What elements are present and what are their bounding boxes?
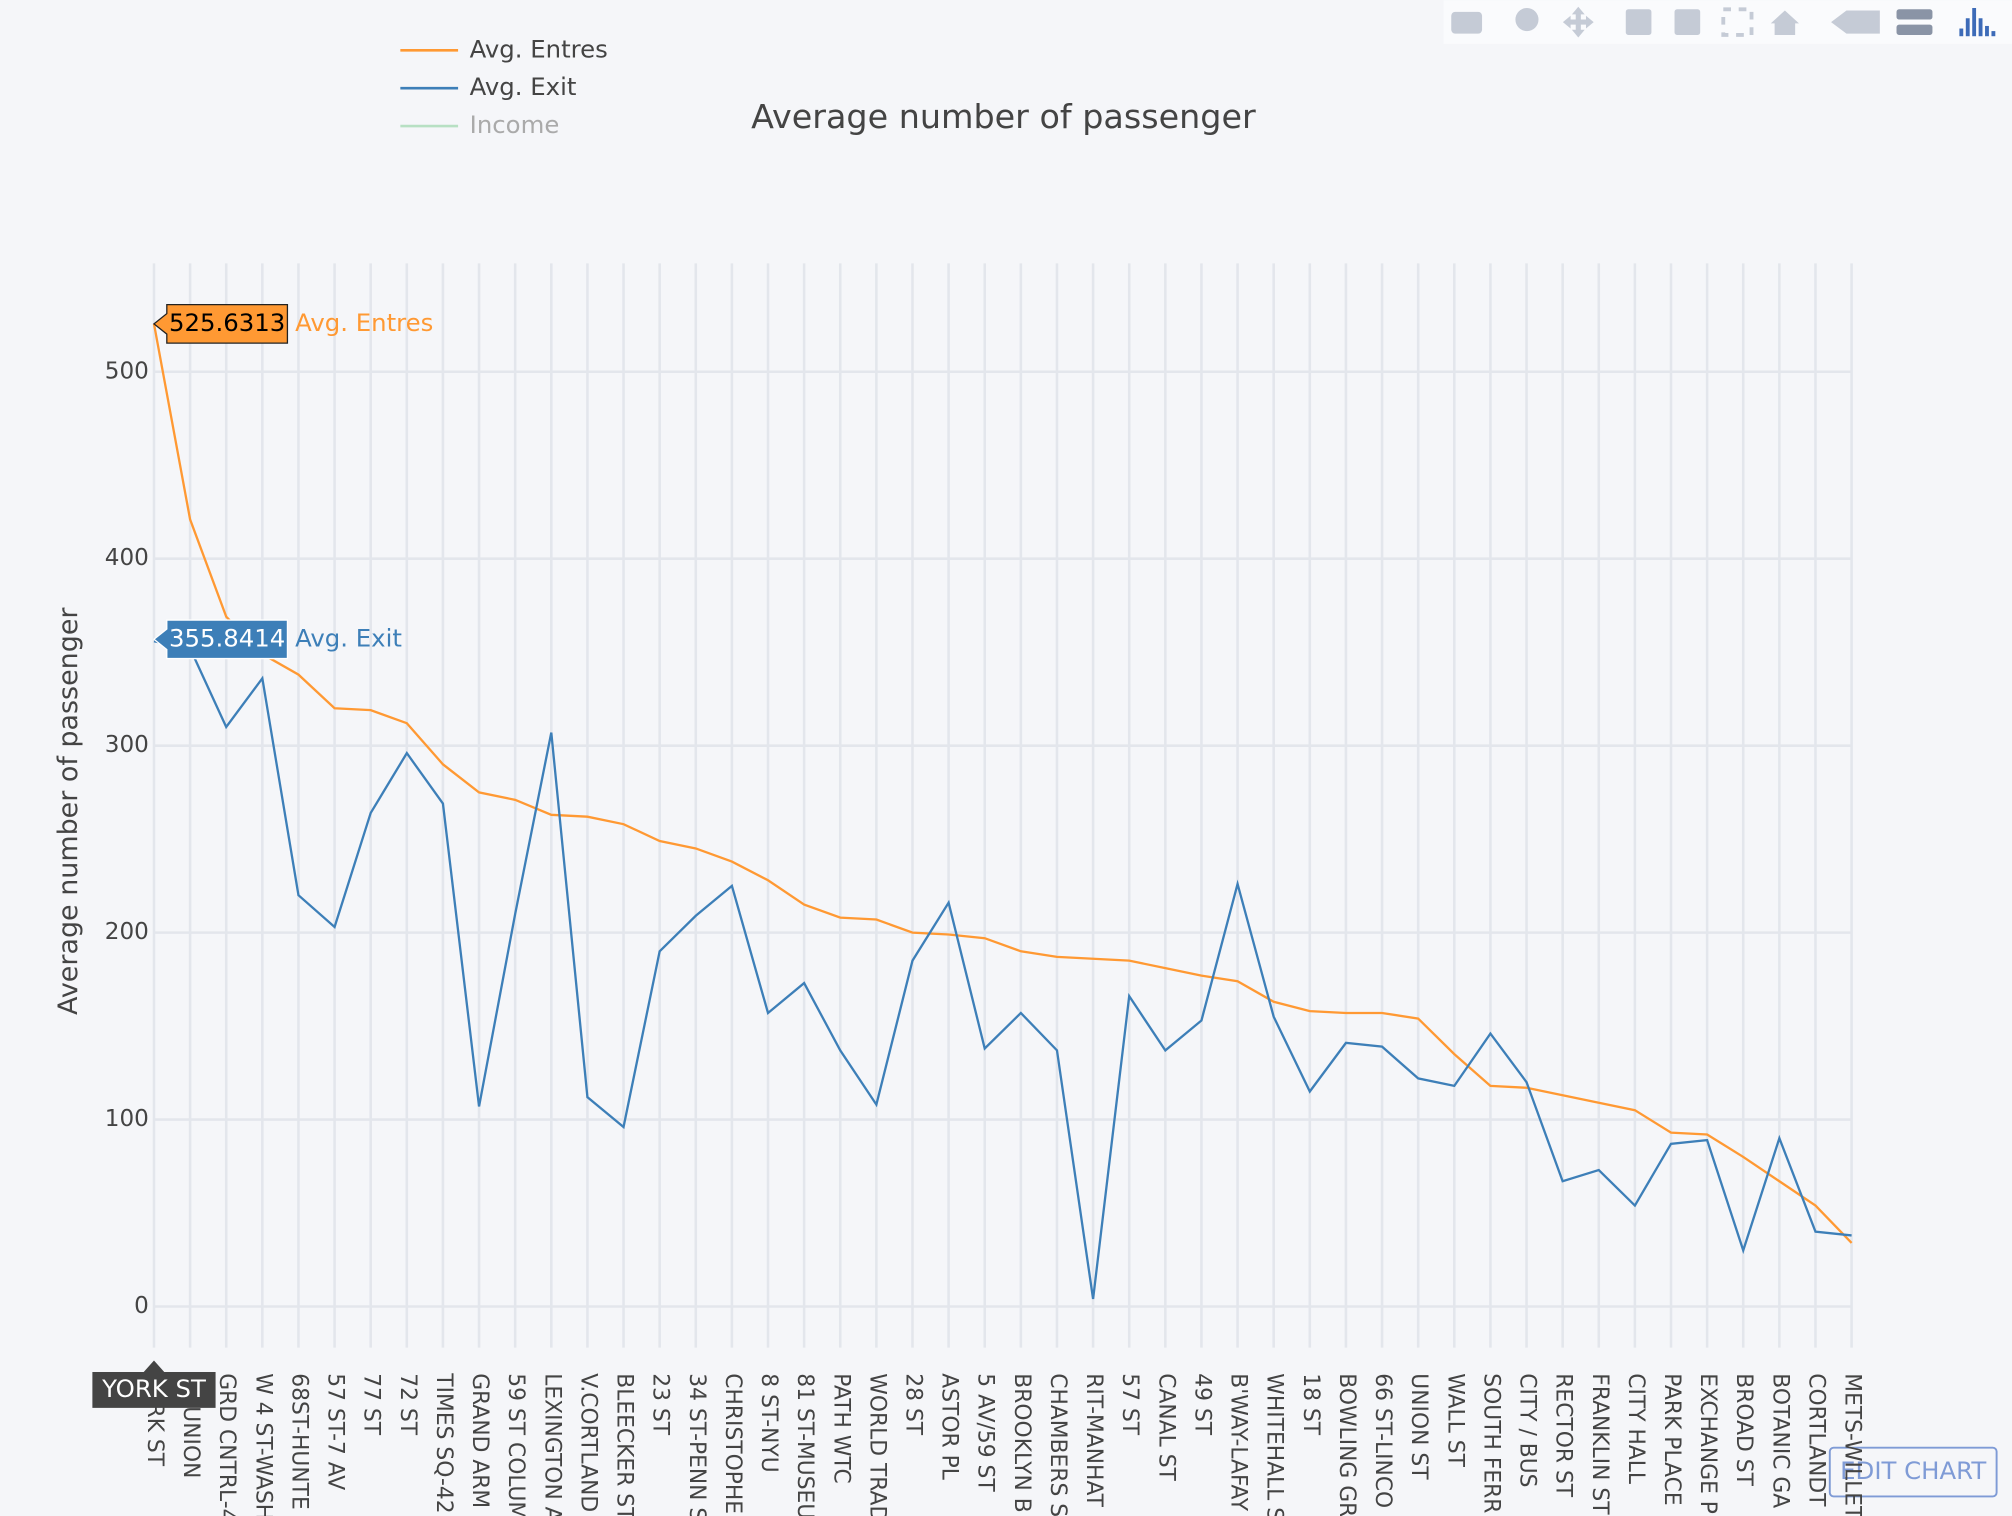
x-tick-label: FRANKLIN ST (1587, 1373, 1612, 1515)
x-tick-label: 57 ST (1117, 1373, 1142, 1436)
x-tick-label: LEXINGTON A (539, 1373, 564, 1516)
x-tick-label: 5 AV/59 ST (973, 1373, 998, 1492)
x-tick-label: 18 ST (1298, 1373, 1323, 1436)
hover-x-box (92, 1360, 216, 1408)
x-tick-label: WHITEHALL S (1262, 1373, 1287, 1516)
y-axis-title: Average number of passenger (53, 607, 84, 1015)
x-tick-label: 72 ST (395, 1373, 420, 1436)
edit-button[interactable] (1828, 1446, 1998, 1498)
line-series (153, 640, 1852, 1300)
icon-home[interactable] (1770, 10, 1799, 35)
x-tick-label: 28 ST (900, 1373, 925, 1436)
x-tick-label: 81 ST-MUSEU (792, 1373, 817, 1516)
y-tick-label: 300 (105, 732, 149, 758)
x-tick-label: 77 ST (359, 1373, 384, 1436)
x-tick-label: CITY / BUS (1515, 1373, 1540, 1487)
x-tick-label: V.CORTLAND (575, 1373, 600, 1512)
x-tick-label: 68ST-HUNTE (286, 1373, 311, 1510)
icon-pan[interactable] (1562, 6, 1594, 38)
x-tick-label: CANAL ST (1153, 1373, 1178, 1481)
y-tick-label: 500 (105, 358, 149, 384)
x-tick-label: ASTOR PL (937, 1373, 962, 1480)
x-tick-label: PATH WTC (828, 1373, 853, 1483)
y-tick-label: 200 (105, 919, 149, 945)
hover-value: 525.6313 (169, 308, 285, 337)
x-tick-label: GRAND ARM (467, 1373, 492, 1508)
icon-zoom[interactable] (1515, 7, 1539, 32)
icon-autoscale[interactable] (1721, 7, 1754, 37)
x-tick-label: BROAD ST (1731, 1373, 1756, 1486)
x-tick-label: METS-WILLET (1840, 1373, 1865, 1516)
icon-compare[interactable] (1896, 24, 1933, 35)
legend-label[interactable]: Income (470, 110, 560, 139)
x-tick-label: 8 ST-NYU (756, 1373, 781, 1472)
x-tick-label: 57 ST-7 AV (323, 1373, 348, 1490)
x-tick-label: RECTOR ST (1551, 1373, 1576, 1498)
line-series (152, 323, 1853, 1244)
icon-zoom-in[interactable] (1625, 9, 1652, 35)
modebar (1443, 0, 2012, 44)
icon-compare[interactable] (1896, 9, 1933, 20)
x-tick-label: 23 ST (648, 1373, 673, 1436)
icon-camera[interactable] (1451, 11, 1483, 34)
hover-name: Avg. Entres (295, 308, 433, 337)
x-tick-label: TIMES SQ-42 (431, 1372, 456, 1513)
plot (152, 263, 1853, 1348)
x-tick-label: UNION ST (1406, 1373, 1431, 1480)
x-tick-label: PARK PLACE (1659, 1373, 1684, 1505)
hover-x-label: YORK ST (101, 1374, 206, 1403)
hover-box (152, 619, 289, 660)
y-tick-label: 100 (105, 1106, 149, 1132)
legend-label[interactable]: Avg. Exit (470, 72, 577, 101)
x-tick-label: CHRISTOPHE (720, 1373, 745, 1514)
icon-plotly[interactable] (1959, 7, 1996, 37)
x-tick-label: WORLD TRAD (864, 1373, 889, 1516)
x-tick-label: 59 ST COLUM (503, 1373, 528, 1516)
x-tick-label: 66 ST-LINCO (1370, 1373, 1395, 1508)
x-tick-label: EXCHANGE P (1695, 1373, 1720, 1514)
hover-value: 355.8414 (169, 623, 285, 652)
legend-label[interactable]: Avg. Entres (470, 34, 608, 63)
hover-box (152, 303, 289, 344)
x-tick-label: CHAMBERS S (1045, 1373, 1070, 1516)
icon-zoom-out[interactable] (1674, 9, 1701, 35)
x-tick-label: BOWLING GR (1334, 1373, 1359, 1516)
edit-button-label[interactable]: EDIT CHART (1840, 1456, 1986, 1485)
x-tick-label: BLEECKER ST (612, 1373, 637, 1516)
x-tick-label: WALL ST (1442, 1373, 1467, 1467)
x-tick-label: BROOKLYN B (1009, 1373, 1034, 1512)
x-tick-label: CITY HALL (1623, 1373, 1648, 1485)
chart-title: Average number of passenger (751, 97, 1256, 136)
x-tick-label: 34 ST-PENN S (684, 1373, 709, 1516)
icon-spike[interactable] (1831, 10, 1880, 34)
x-tick-label: W 4 ST-WASH (250, 1373, 275, 1516)
x-tick-label: GRD CNTRL-4 (214, 1373, 239, 1516)
x-tick-label: SOUTH FERR (1478, 1373, 1503, 1513)
x-tick-label: BOTANIC GA (1767, 1373, 1792, 1508)
y-tick-label: 400 (105, 545, 149, 571)
x-tick-label: B'WAY-LAFAY (1226, 1373, 1251, 1511)
x-tick-label: CORTLANDT (1803, 1373, 1828, 1507)
hover-name: Avg. Exit (295, 623, 402, 652)
x-tick-label: 49 ST (1189, 1373, 1214, 1436)
x-tick-label: RIT-MANHAT (1081, 1373, 1106, 1507)
y-tick-label: 0 (134, 1293, 149, 1319)
